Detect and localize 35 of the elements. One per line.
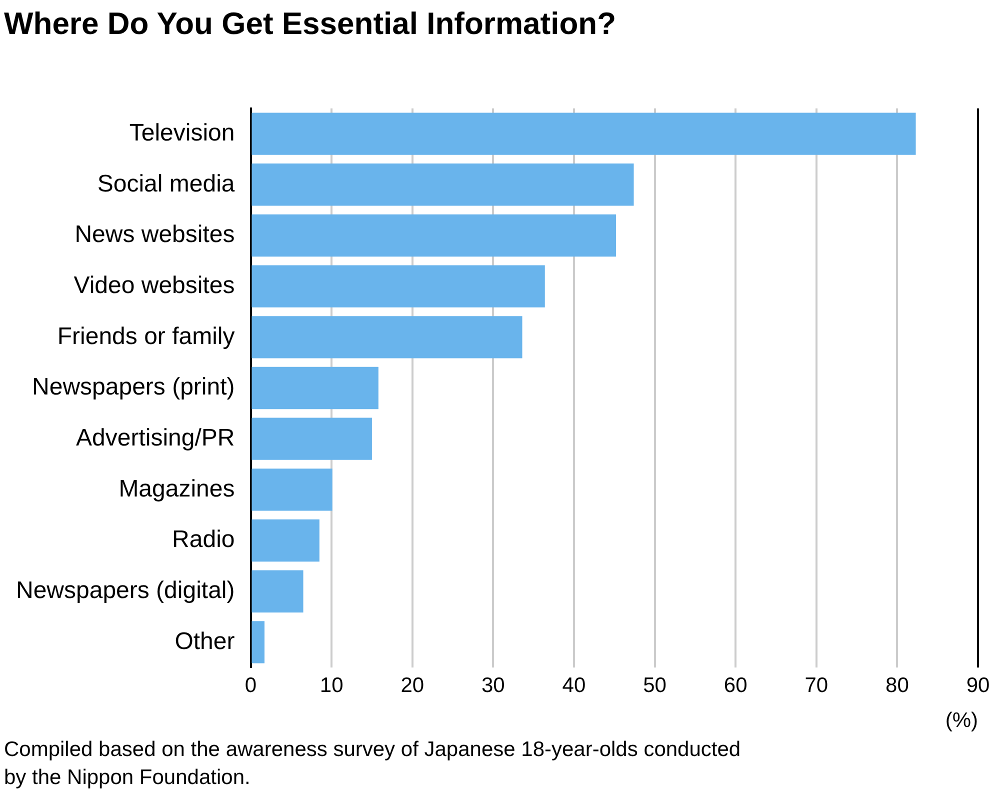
y-tick-label: Newspapers (digital) <box>16 576 235 604</box>
bar <box>252 316 522 358</box>
x-tick-label: 0 <box>244 674 257 697</box>
bar <box>252 366 378 410</box>
x-tick-label: 10 <box>320 674 344 697</box>
y-tick-label: Radio <box>172 526 235 554</box>
bar <box>252 570 304 612</box>
x-tick-label: 60 <box>724 674 748 697</box>
y-tick-label: Advertising/PR <box>76 424 235 452</box>
x-tick-label: 70 <box>804 674 828 697</box>
chart-title: Where Do You Get Essential Information? <box>4 6 616 42</box>
y-tick-label: News websites <box>74 221 235 248</box>
bar <box>252 112 916 155</box>
x-tick-label: 20 <box>400 674 424 697</box>
bar <box>252 621 264 664</box>
bar <box>252 164 634 206</box>
x-tick-label: 50 <box>643 674 666 697</box>
x-tick-label: 30 <box>481 674 505 697</box>
y-tick-label: Friends or family <box>57 322 235 350</box>
y-tick-label: Magazines <box>118 475 235 502</box>
bar <box>252 265 545 308</box>
x-tick-label: 40 <box>562 674 586 697</box>
y-tick-label: Video websites <box>74 272 235 299</box>
y-tick-label: Social media <box>97 170 236 198</box>
x-axis-title: (%) <box>945 709 978 732</box>
y-tick-label: Other <box>174 628 235 655</box>
text: Compiled based on the awareness survey of Japanese 18-year-olds conducted by the Nippon Foundation. <box>4 737 742 791</box>
bar <box>252 418 372 460</box>
bar <box>252 468 332 511</box>
x-tick-label: 80 <box>886 674 909 697</box>
bar <box>252 519 320 562</box>
y-tick-label: Newspapers (print) <box>32 374 235 401</box>
y-tick-label: Television <box>129 119 235 146</box>
x-tick-label: 90 <box>966 674 990 697</box>
bar <box>252 214 616 257</box>
